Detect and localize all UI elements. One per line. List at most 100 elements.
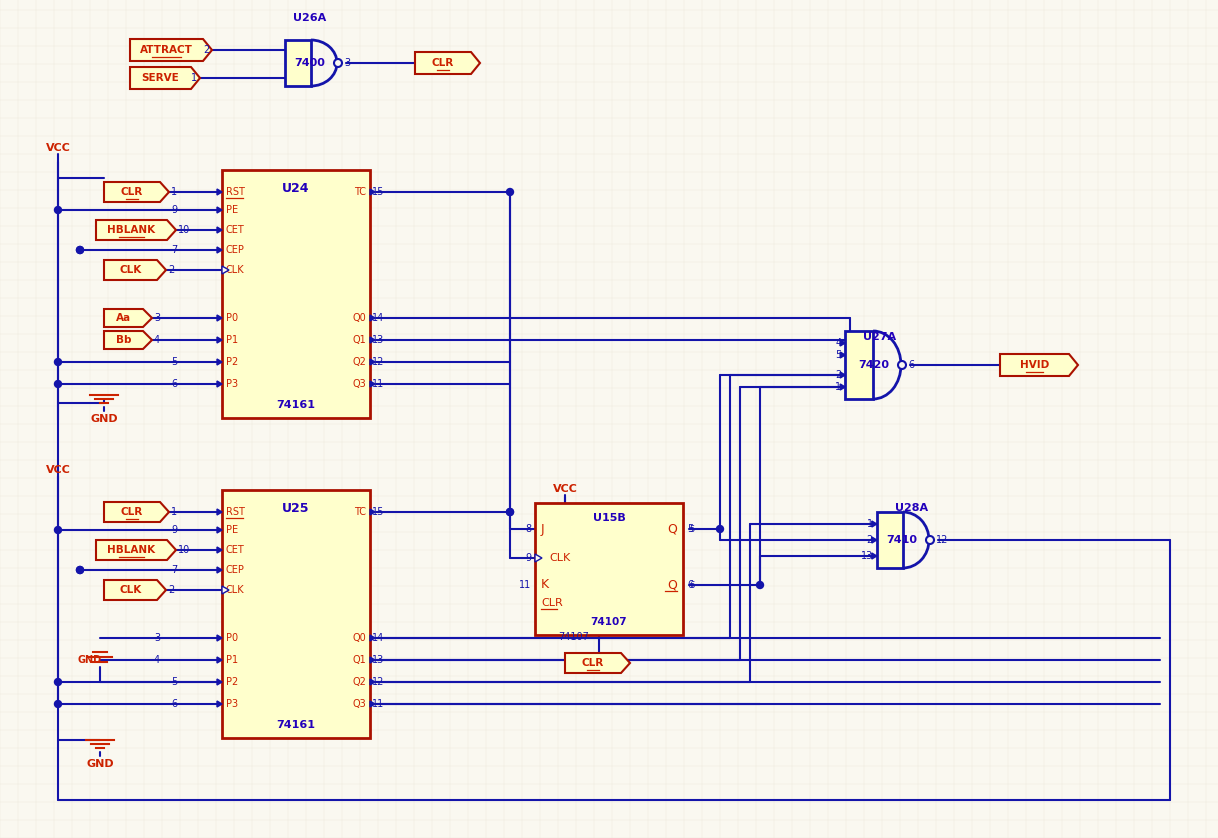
Text: Q0: Q0: [352, 633, 365, 643]
Text: Q3: Q3: [352, 379, 365, 389]
Polygon shape: [370, 337, 375, 343]
Polygon shape: [872, 521, 877, 527]
Polygon shape: [104, 502, 169, 522]
Text: 3: 3: [343, 58, 350, 68]
Text: P3: P3: [227, 379, 239, 389]
Circle shape: [55, 206, 61, 214]
Polygon shape: [535, 554, 542, 562]
Text: 14: 14: [371, 633, 384, 643]
Text: GND: GND: [90, 414, 118, 424]
Text: U28A: U28A: [895, 503, 928, 513]
Text: 11: 11: [519, 580, 531, 590]
Polygon shape: [217, 567, 222, 573]
Text: U25: U25: [283, 502, 309, 515]
Text: Q2: Q2: [352, 357, 365, 367]
Text: 6: 6: [687, 580, 693, 590]
Text: CEP: CEP: [227, 565, 245, 575]
Circle shape: [55, 701, 61, 707]
Text: Q0: Q0: [352, 313, 365, 323]
Text: TC: TC: [354, 187, 365, 197]
Text: CLR: CLR: [121, 187, 144, 197]
Text: 1: 1: [191, 73, 197, 83]
Text: Q2: Q2: [352, 677, 365, 687]
Text: CLK: CLK: [227, 265, 245, 275]
Polygon shape: [217, 381, 222, 387]
Text: U24: U24: [283, 182, 309, 195]
Circle shape: [507, 189, 514, 195]
Text: PE: PE: [227, 525, 239, 535]
Polygon shape: [130, 39, 212, 61]
Text: 2: 2: [836, 370, 842, 380]
Text: PE: PE: [227, 205, 239, 215]
Polygon shape: [217, 359, 222, 365]
Bar: [535, 503, 683, 635]
Text: VCC: VCC: [553, 484, 577, 494]
Polygon shape: [840, 340, 845, 346]
Polygon shape: [872, 537, 877, 543]
Polygon shape: [370, 509, 375, 515]
Text: Q: Q: [667, 578, 677, 592]
Text: 74161: 74161: [276, 400, 315, 410]
Polygon shape: [370, 635, 375, 641]
Text: CLK: CLK: [119, 265, 141, 275]
Circle shape: [507, 509, 514, 515]
Polygon shape: [217, 337, 222, 343]
Text: 1: 1: [171, 507, 177, 517]
Text: VCC: VCC: [45, 143, 71, 153]
Text: HVID: HVID: [1019, 360, 1049, 370]
Text: Q1: Q1: [352, 655, 365, 665]
Text: P2: P2: [227, 357, 239, 367]
Polygon shape: [217, 547, 222, 553]
Text: 7420: 7420: [859, 360, 889, 370]
Polygon shape: [370, 701, 375, 707]
Text: CLR: CLR: [541, 598, 563, 608]
Polygon shape: [370, 359, 375, 365]
Text: 6: 6: [907, 360, 915, 370]
Polygon shape: [217, 315, 222, 321]
Text: 12: 12: [371, 677, 385, 687]
Text: 74161: 74161: [276, 720, 315, 730]
Text: 14: 14: [371, 313, 384, 323]
Text: 6: 6: [171, 379, 177, 389]
Text: 5: 5: [171, 357, 178, 367]
Circle shape: [55, 526, 61, 534]
Text: 12: 12: [935, 535, 949, 545]
Text: 6: 6: [689, 581, 694, 589]
Text: 2: 2: [168, 585, 174, 595]
Polygon shape: [370, 657, 375, 663]
Circle shape: [756, 582, 764, 588]
Polygon shape: [217, 635, 222, 641]
Circle shape: [898, 361, 906, 369]
Polygon shape: [217, 527, 222, 533]
Text: 15: 15: [371, 187, 385, 197]
Text: CLK: CLK: [119, 585, 141, 595]
Polygon shape: [104, 580, 166, 600]
Text: CLR: CLR: [432, 58, 454, 68]
Circle shape: [55, 679, 61, 685]
Polygon shape: [104, 309, 152, 327]
Polygon shape: [565, 653, 630, 673]
Text: 15: 15: [371, 507, 385, 517]
Polygon shape: [222, 266, 229, 274]
Polygon shape: [217, 227, 222, 233]
Text: 5: 5: [687, 524, 693, 534]
Polygon shape: [130, 67, 200, 89]
Circle shape: [77, 246, 84, 254]
Polygon shape: [840, 372, 845, 378]
Polygon shape: [840, 352, 845, 358]
Text: 1: 1: [171, 187, 177, 197]
Text: P2: P2: [227, 677, 239, 687]
Bar: [222, 170, 370, 418]
Text: 13: 13: [861, 551, 873, 561]
Polygon shape: [96, 540, 175, 560]
Text: 4: 4: [153, 655, 160, 665]
Polygon shape: [217, 247, 222, 253]
Circle shape: [507, 509, 514, 515]
Polygon shape: [222, 586, 229, 594]
Polygon shape: [370, 679, 375, 685]
Bar: [877, 512, 903, 568]
Text: 1: 1: [867, 519, 873, 529]
Text: 74107: 74107: [558, 632, 588, 642]
Circle shape: [77, 566, 84, 573]
Circle shape: [55, 380, 61, 387]
